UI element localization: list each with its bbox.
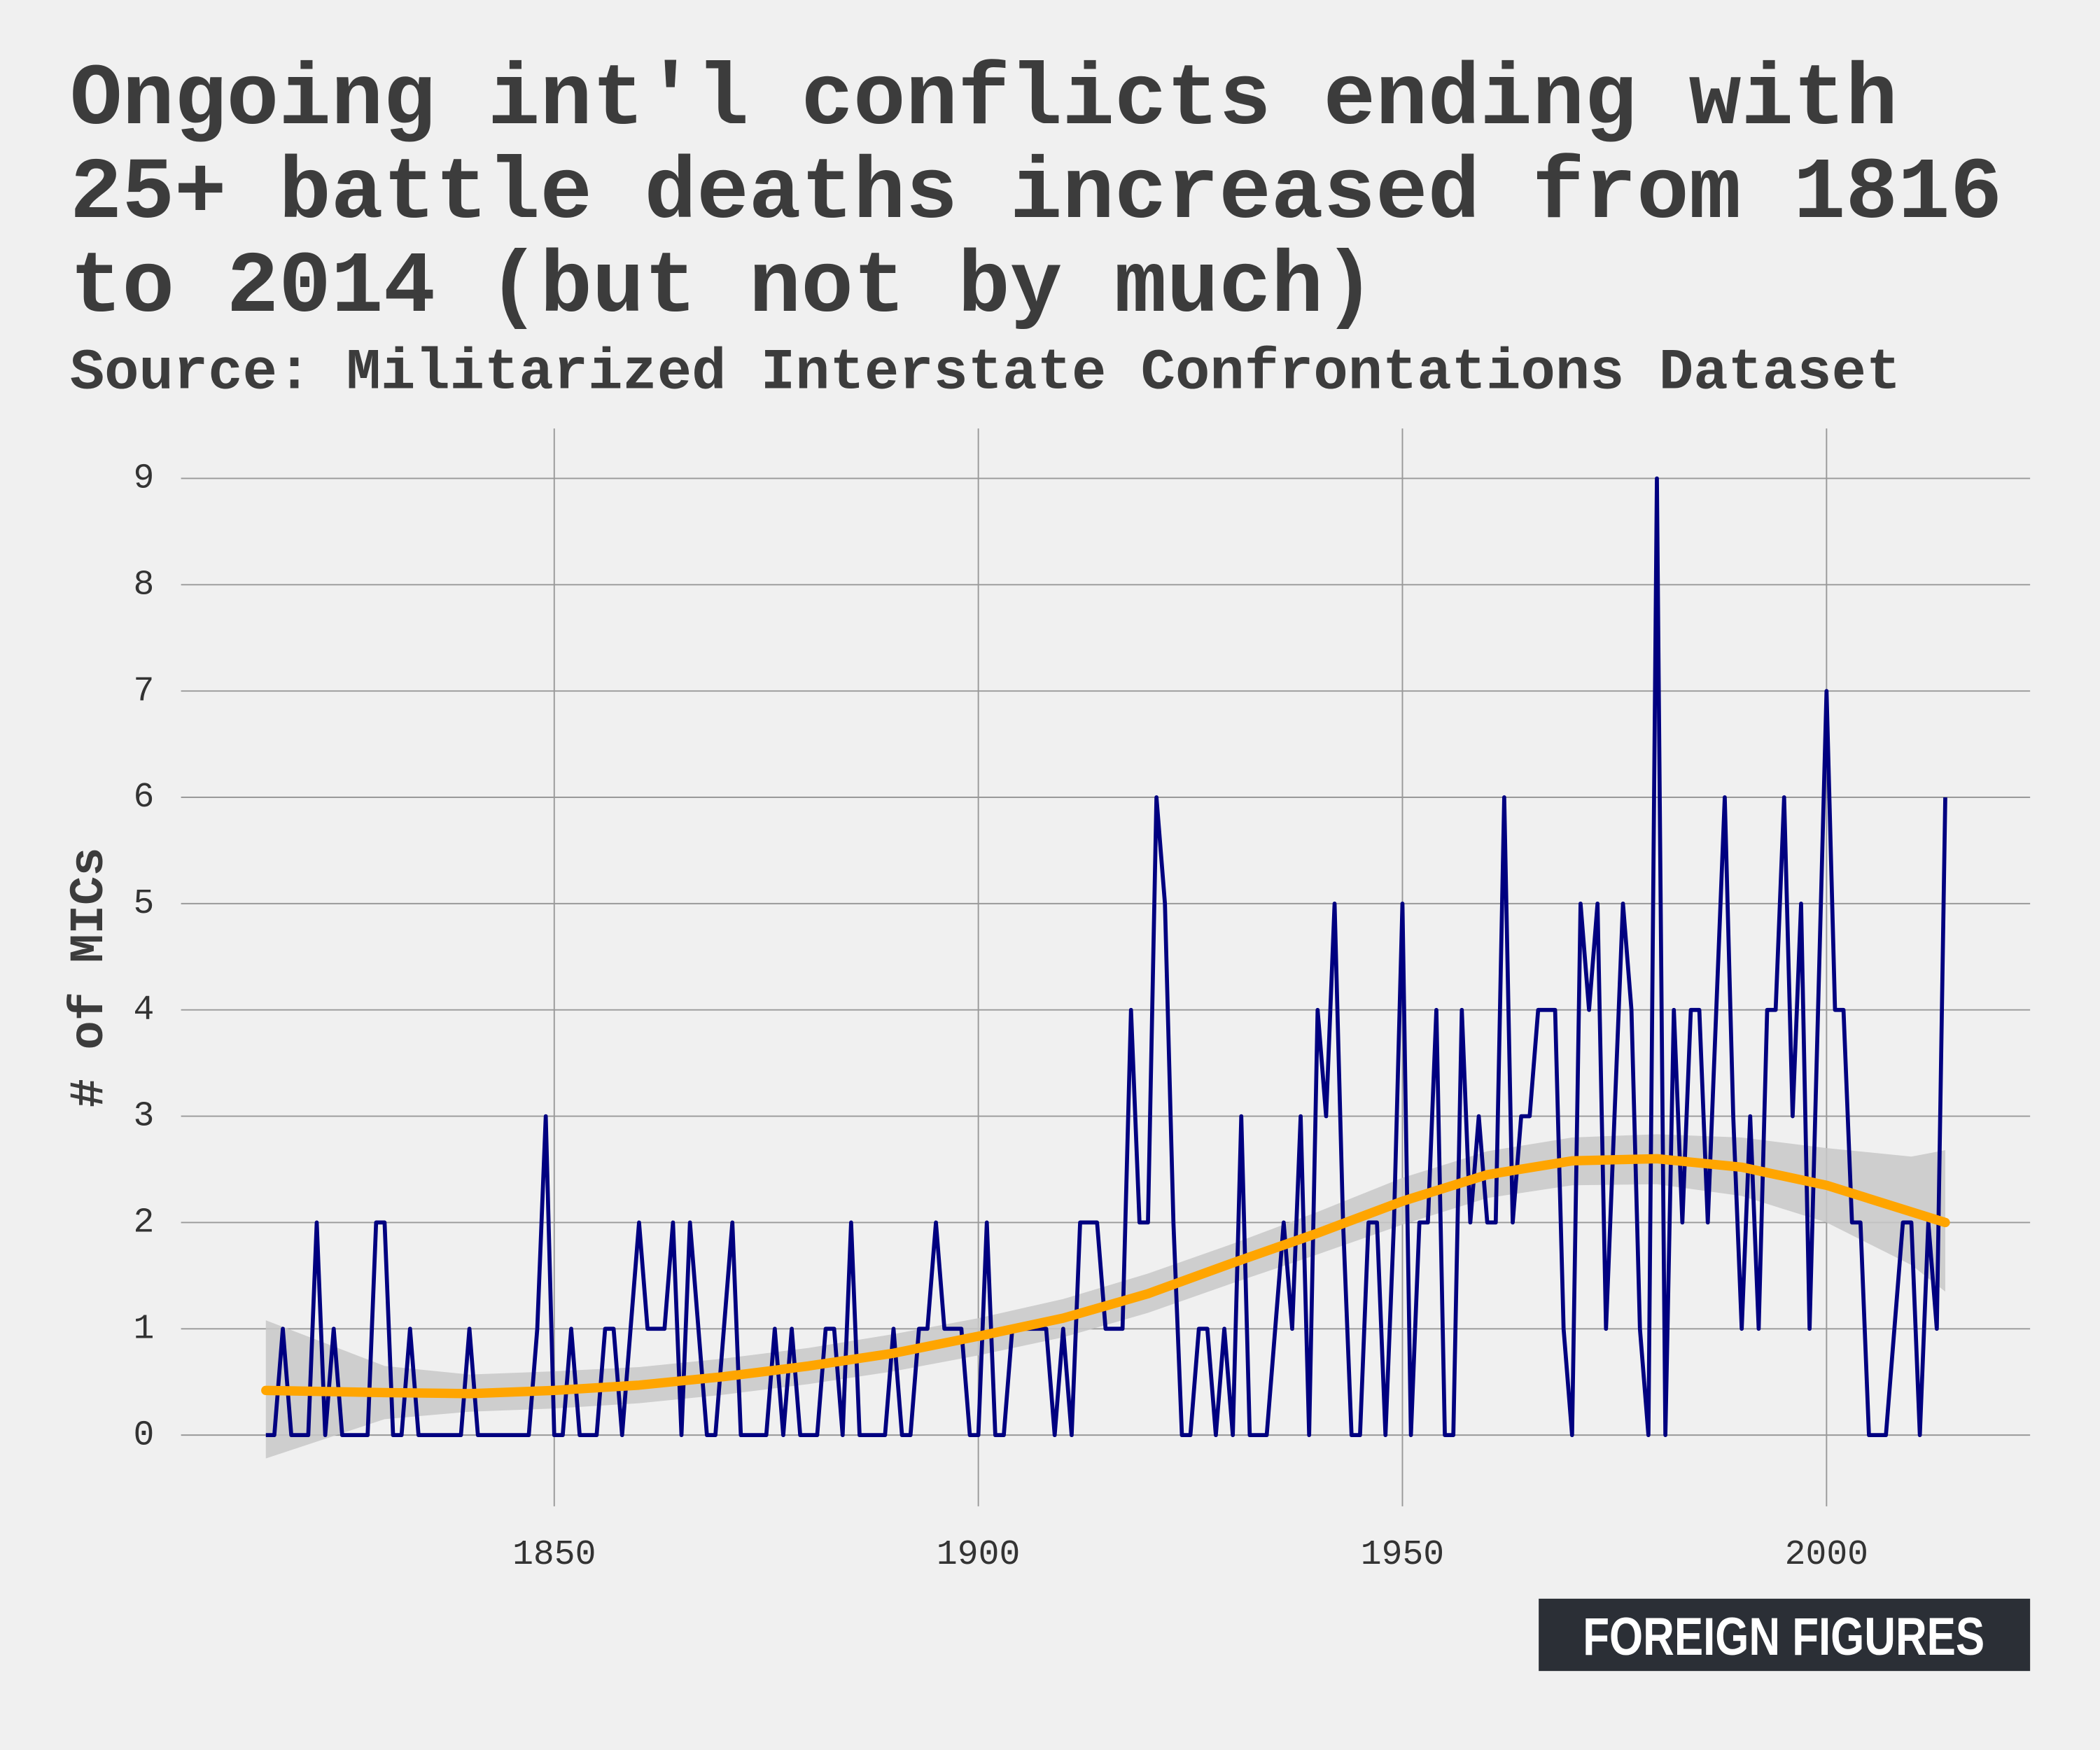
y-tick-label: 1: [134, 1309, 155, 1348]
y-tick-label: 2: [134, 1203, 155, 1242]
y-tick-label: 0: [134, 1415, 155, 1455]
brand-box: [1539, 1598, 2031, 1672]
x-tick-label: 2000: [1785, 1535, 1868, 1574]
y-axis-label: # of MICs: [62, 847, 117, 1107]
chart-title: to 2014 (but not by much): [70, 239, 1376, 337]
data-line: [265, 476, 1947, 1438]
chart-subtitle: Source: Militarized Interstate Confronta…: [70, 341, 1900, 406]
trend-line: [261, 1154, 1950, 1399]
y-tick-label: 5: [134, 884, 155, 923]
y-tick-label: 7: [134, 671, 155, 710]
y-tick-label: 9: [134, 459, 155, 498]
y-tick-label: 6: [134, 778, 155, 817]
y-tick-label: 3: [134, 1097, 155, 1136]
y-tick-label: 4: [134, 990, 155, 1030]
brand: FOREIGN FIGURES: [1583, 1607, 1984, 1667]
x-tick-label: 1900: [937, 1535, 1020, 1574]
x-tick-label: 1950: [1361, 1535, 1444, 1574]
y-tick-label: 8: [134, 565, 155, 604]
chart-title: 25+ battle deaths increased from 1816: [70, 145, 2003, 244]
x-tick-label: 1850: [512, 1535, 596, 1574]
chart-title: Ongoing int'l conflicts ending with: [70, 51, 1898, 150]
